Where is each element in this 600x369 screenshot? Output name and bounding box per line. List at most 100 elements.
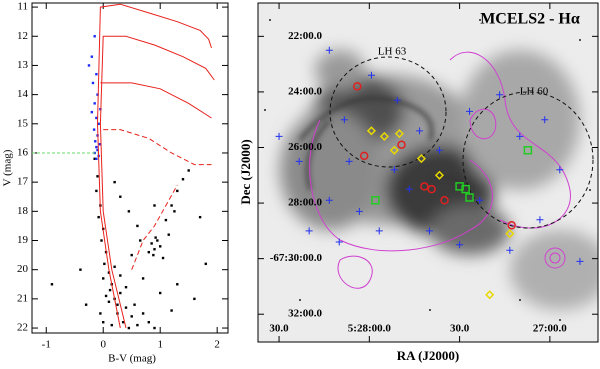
x-axis-label: RA (J2000): [397, 348, 459, 363]
marker-cross: [476, 196, 484, 204]
marker-circle: [397, 140, 406, 149]
marker-cross: [345, 157, 353, 165]
data-point: [90, 110, 94, 114]
marker-diamond: [379, 131, 389, 141]
data-point: [147, 250, 151, 254]
data-point: [113, 180, 116, 184]
marker-cross: [325, 46, 333, 54]
data-point: [139, 239, 142, 242]
marker-square: [461, 184, 470, 194]
data-point: [133, 303, 136, 306]
marker-diamond: [366, 126, 376, 136]
x-tick-label: 1: [157, 339, 163, 351]
y-axis-label: V (mag): [2, 149, 14, 186]
y-tick-label: 26:00.0: [288, 141, 322, 153]
y-tick-label: 22: [17, 322, 28, 334]
marker-cross: [375, 227, 383, 235]
marker-circle: [427, 184, 436, 194]
x-tick-label: 2: [214, 339, 220, 351]
data-point: [95, 189, 98, 193]
marker-cross: [426, 227, 434, 235]
data-point: [100, 239, 103, 242]
data-point: [173, 210, 176, 213]
isochrone: [131, 184, 178, 270]
data-point: [95, 145, 98, 149]
y-tick-label: 21: [17, 292, 28, 304]
marker-cross: [355, 207, 363, 215]
marker-cross: [536, 216, 544, 224]
marker-cross: [390, 166, 398, 174]
data-point: [79, 268, 82, 271]
marker-cross: [496, 91, 504, 99]
data-point: [103, 262, 106, 266]
y-tick-label: 14: [17, 88, 29, 100]
data-point: [150, 242, 153, 245]
marker-cross: [325, 196, 333, 204]
marker-cross: [393, 96, 401, 104]
x-tick-label: -1: [42, 339, 51, 351]
data-point: [96, 148, 99, 152]
nebula-image: [258, 3, 598, 342]
data-point: [170, 204, 173, 207]
x-tick-label: 27:00.0: [533, 323, 567, 335]
marker-circle: [507, 221, 516, 230]
data-point: [153, 326, 156, 330]
x-axis-label: B-V (mag): [108, 353, 156, 365]
data-point: [113, 265, 116, 268]
marker-square: [465, 193, 474, 202]
data-point: [153, 204, 156, 207]
data-point: [176, 189, 179, 193]
marker-circle: [440, 196, 449, 205]
y-tick-label: 15: [17, 117, 29, 129]
y-tick-label: 13: [17, 59, 29, 71]
data-point: [130, 315, 133, 318]
data-point: [96, 175, 99, 178]
y-tick-label: 20: [17, 263, 29, 275]
y-tick-label: 32:00.0: [288, 308, 322, 320]
data-point: [107, 300, 111, 303]
data-point: [127, 326, 131, 330]
data-point: [164, 218, 168, 222]
data-point: [116, 303, 119, 306]
data-point: [153, 248, 156, 251]
marker-square: [455, 182, 464, 191]
data-point: [95, 157, 98, 161]
isochrone: [99, 35, 215, 329]
data-point: [98, 143, 102, 146]
data-point: [107, 271, 111, 274]
marker-diamond: [505, 229, 515, 239]
marker-cross: [367, 71, 375, 79]
annotation: LH 63: [378, 46, 407, 58]
data-point: [141, 312, 145, 315]
data-point: [141, 277, 145, 280]
marker-cross: [295, 157, 303, 165]
data-point: [90, 55, 94, 58]
marker-circle: [420, 182, 429, 191]
image-title: MCELS2 - Hα: [480, 11, 580, 28]
data-point: [97, 122, 100, 125]
data-point: [127, 210, 131, 213]
data-point: [87, 64, 91, 67]
data-point: [161, 256, 165, 260]
data-point: [95, 72, 98, 76]
x-tick-label: 30.0: [269, 323, 289, 335]
data-point: [156, 239, 159, 242]
data-point: [187, 169, 190, 172]
data-point: [108, 288, 112, 292]
marker-square: [523, 146, 533, 155]
data-point: [102, 277, 105, 280]
y-tick-label: 18: [17, 205, 29, 217]
data-point: [152, 253, 155, 257]
y-tick-label: 28:00.0: [288, 197, 322, 209]
marker-cross: [466, 107, 474, 115]
y-axis-label: Dec (J2000): [238, 139, 253, 204]
marker-diamond: [416, 154, 426, 164]
y-tick-label: 17: [17, 176, 29, 188]
data-point: [147, 321, 151, 324]
marker-diamond: [485, 290, 495, 300]
data-point: [104, 294, 108, 298]
y-tick-label: 24:00.0: [288, 85, 322, 97]
x-tick-label: 5:28:00.0: [348, 323, 392, 335]
